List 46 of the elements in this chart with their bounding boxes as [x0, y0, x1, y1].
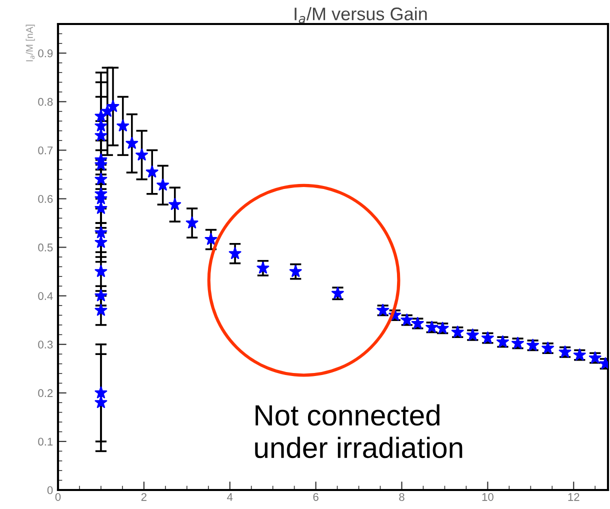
- point: [94, 226, 108, 238]
- y-tick-label: 0.9: [38, 49, 53, 58]
- x-tick-label: 4: [227, 493, 233, 501]
- point: [94, 289, 108, 302]
- point: [116, 119, 130, 132]
- point: [106, 100, 120, 112]
- point: [256, 262, 270, 274]
- point: [156, 178, 170, 191]
- point: [94, 110, 108, 122]
- point: [94, 396, 108, 408]
- x-tick-label: 6: [313, 493, 318, 501]
- point: [289, 265, 302, 277]
- point: [136, 148, 148, 160]
- point: [228, 247, 242, 259]
- point: [146, 166, 158, 178]
- point: [94, 119, 108, 132]
- x-tick-label: 2: [141, 493, 146, 501]
- point: [94, 153, 108, 166]
- y-tick-label: 0.4: [38, 292, 53, 300]
- point: [94, 265, 108, 277]
- x-tick-label: 8: [399, 493, 404, 501]
- x-tick-label: 12: [568, 493, 580, 501]
- y-tick-label: 0.3: [38, 340, 53, 349]
- point: [126, 136, 138, 149]
- point: [94, 172, 108, 185]
- point: [186, 216, 198, 228]
- chart-title: I$_{a}$/M versus Gain: [294, 7, 427, 24]
- y-tick-label: 0: [47, 486, 53, 494]
- x-tick-label: 0: [55, 493, 61, 501]
- point: [204, 233, 218, 245]
- y-axis-title: I$_{a}$/M [nA]: [26, 24, 35, 62]
- point: [94, 129, 108, 142]
- y-tick-label: 0.1: [38, 438, 53, 446]
- y-tick-label: 0.2: [38, 389, 53, 398]
- point: [94, 202, 108, 214]
- point: [94, 304, 108, 316]
- x-tick-label: 10: [482, 493, 494, 501]
- point: [94, 386, 108, 398]
- y-tick-label: 0.7: [38, 146, 53, 154]
- point: [168, 198, 182, 210]
- annotation: Not connected under irradiation: [255, 404, 462, 458]
- point: [94, 187, 108, 200]
- y-tick-label: 0.5: [38, 244, 53, 252]
- y-tick-label: 0.6: [38, 195, 53, 203]
- y-tick-label: 0.8: [38, 98, 53, 106]
- point: [94, 236, 108, 248]
